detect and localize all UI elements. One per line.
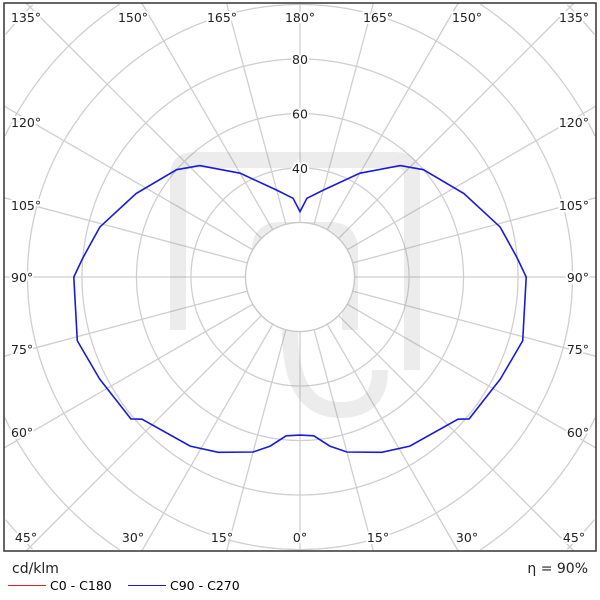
- grid-ring: [4, 3, 596, 551]
- angle-label: 165°: [363, 10, 393, 25]
- grid-spoke: [326, 323, 459, 552]
- angle-label: 75°: [567, 342, 589, 357]
- grid-spoke: [3, 197, 248, 264]
- grid-spoke: [225, 2, 287, 225]
- angle-label: 15°: [367, 530, 389, 545]
- angle-label: 15°: [211, 530, 233, 545]
- radial-tick-label: 60: [292, 107, 308, 122]
- angle-label: 105°: [559, 198, 589, 213]
- efficiency-label: η = 90%: [527, 561, 588, 577]
- legend-swatch-blue: [128, 585, 166, 586]
- angle-label: 180°: [285, 10, 315, 25]
- radial-tick-label: 80: [292, 52, 308, 67]
- grid-spoke: [346, 105, 597, 251]
- grid-spoke: [352, 290, 597, 357]
- angle-label: 105°: [11, 198, 41, 213]
- chart-frame: [3, 2, 597, 552]
- angle-label: 120°: [559, 115, 589, 130]
- angle-label: 60°: [567, 425, 589, 440]
- grid-spoke: [313, 2, 375, 225]
- grid-ring: [5, 4, 595, 550]
- unit-label: cd/klm: [12, 561, 59, 577]
- angle-label: 90°: [567, 270, 589, 285]
- grid-spoke: [141, 2, 274, 231]
- grid-spoke: [326, 2, 459, 231]
- legend-item-c0-c180: C0 - C180: [8, 578, 112, 593]
- radial-tick-label: 40: [292, 161, 308, 176]
- grid-spoke: [313, 329, 375, 552]
- grid-spoke: [3, 303, 254, 449]
- angle-label: 45°: [15, 530, 37, 545]
- angle-label: 75°: [11, 342, 33, 357]
- inner-ring: [244, 221, 356, 333]
- grid-spoke: [225, 329, 287, 552]
- series-line-c90-c270: [72, 164, 528, 454]
- legend-label: C90 - C270: [170, 578, 240, 593]
- grid-spoke: [3, 290, 248, 357]
- grid-spoke: [346, 303, 597, 449]
- angle-label: 135°: [559, 10, 589, 25]
- angle-label: 150°: [452, 10, 482, 25]
- grid-spoke: [352, 197, 597, 264]
- angle-label: 165°: [207, 10, 237, 25]
- angle-label: 135°: [11, 10, 41, 25]
- grid-spoke: [141, 323, 274, 552]
- legend-swatch-red: [8, 585, 46, 586]
- grid-spoke: [25, 2, 262, 239]
- angle-label: 45°: [563, 530, 585, 545]
- angle-label: 0°: [293, 530, 307, 545]
- legend-item-c90-c270: C90 - C270: [128, 578, 240, 593]
- angle-label: 90°: [11, 270, 33, 285]
- angle-label: 60°: [11, 425, 33, 440]
- grid-spoke: [3, 105, 254, 251]
- polar-grid: [3, 2, 597, 552]
- angle-label: 120°: [11, 115, 41, 130]
- angle-label: 30°: [456, 530, 478, 545]
- grid-spoke: [338, 315, 575, 552]
- angle-label: 150°: [118, 10, 148, 25]
- legend-label: C0 - C180: [50, 578, 112, 593]
- angle-label: 30°: [122, 530, 144, 545]
- grid-spoke: [25, 315, 262, 552]
- grid-spoke: [338, 2, 575, 239]
